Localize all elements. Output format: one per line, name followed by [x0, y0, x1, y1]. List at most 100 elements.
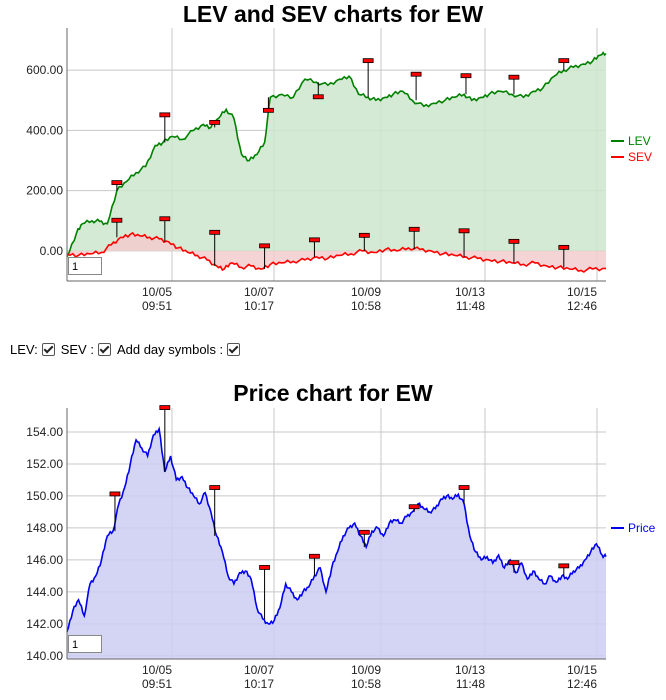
lev-x-tick-time-1: 10:17 [244, 299, 274, 313]
lev-toggle-label: LEV: [10, 342, 38, 357]
sev-toggle[interactable]: SEV : [61, 342, 114, 357]
price-day-marker-7 [458, 485, 470, 504]
price-zoom-input[interactable]: 1 [68, 635, 102, 653]
price-day-marker-flag-8 [508, 560, 520, 566]
price-day-marker-flag-7 [458, 485, 470, 490]
price-y-tick-label-7: 154.00 [26, 425, 63, 439]
lev-day-marker-flag-14 [309, 237, 320, 243]
lev-sev-area [67, 234, 606, 271]
lev-day-marker-5 [362, 58, 374, 98]
price-day-marker-flag-3 [259, 565, 270, 570]
lev-legend-label-sev: SEV [628, 150, 652, 164]
price-price-area [67, 428, 606, 659]
day-symbols-label: Add day symbols : [116, 342, 224, 357]
price-y-tick-label-4: 148.00 [26, 521, 63, 535]
price-day-marker-6 [408, 504, 420, 512]
price-x-tick-date-0: 10/05 [142, 663, 172, 677]
price-y-tick-label-1: 142.00 [26, 617, 63, 631]
lev-day-marker-flag-12 [209, 229, 221, 235]
price-price-line [66, 425, 607, 633]
lev-day-marker-12 [209, 229, 221, 266]
price-day-marker-2 [209, 485, 221, 536]
day-symbols-checkbox[interactable] [227, 343, 241, 356]
lev-day-marker-flag-19 [558, 244, 570, 250]
price-y-tick-label-0: 140.00 [26, 649, 63, 663]
price-day-marker-4 [309, 553, 320, 576]
price-x-tick-time-0: 09:51 [142, 677, 172, 691]
price-x-tick-date-1: 10/07 [244, 663, 274, 677]
lev-day-marker-0 [111, 180, 123, 191]
lev-day-marker-11 [159, 216, 171, 242]
lev-day-marker-flag-13 [259, 243, 270, 249]
lev-day-marker-7 [460, 73, 472, 95]
lev-day-marker-flag-18 [508, 238, 520, 244]
price-day-marker-flag-5 [358, 529, 370, 535]
price-y-tick-label-2: 144.00 [26, 585, 63, 599]
lev-y-tick-label-3: 600.00 [26, 63, 63, 77]
lev-x-tick-date-1: 10/07 [244, 285, 274, 299]
lev-x-tick-time-4: 12:46 [567, 299, 597, 313]
lev-day-marker-1 [159, 112, 171, 143]
price-chart-title: Price chart for EW [233, 380, 433, 406]
sev-checkbox[interactable] [97, 343, 111, 356]
lev-x-tick-date-3: 10/13 [455, 285, 485, 299]
price-day-marker-1 [159, 405, 171, 472]
lev-y-tick-label-1: 200.00 [26, 184, 63, 198]
lev-day-marker-3 [263, 97, 274, 113]
lev-day-marker-19 [558, 244, 570, 268]
lev-lev-area [67, 53, 606, 257]
price-day-marker-flag-4 [309, 553, 320, 559]
lev-day-marker-2 [209, 119, 221, 128]
price-day-marker-0 [109, 491, 121, 532]
price-day-marker-flag-2 [209, 485, 221, 490]
lev-lev-line [66, 51, 607, 258]
lev-checkbox[interactable] [41, 343, 55, 356]
lev-x-tick-date-2: 10/09 [351, 285, 381, 299]
lev-day-marker-flag-10 [111, 217, 123, 223]
lev-day-marker-flag-15 [358, 232, 370, 238]
price-y-tick-label-5: 150.00 [26, 489, 63, 503]
lev-legend-label-lev: LEV [628, 134, 651, 148]
chart-options: LEV: SEV : Add day symbols : [10, 342, 246, 357]
lev-sev-line [66, 231, 607, 273]
lev-day-marker-17 [458, 228, 470, 257]
price-day-marker-5 [358, 529, 370, 548]
lev-y-tick-label-2: 400.00 [26, 123, 63, 137]
lev-day-marker-flag-4 [312, 94, 324, 100]
lev-day-marker-flag-0 [111, 180, 123, 186]
price-y-tick-label-6: 152.00 [26, 457, 63, 471]
lev-y-tick-label-0: 0.00 [40, 244, 64, 258]
lev-day-marker-9 [558, 58, 570, 71]
lev-day-marker-13 [259, 243, 270, 269]
lev-x-tick-date-4: 10/15 [567, 285, 597, 299]
price-x-tick-time-1: 10:17 [244, 677, 274, 691]
price-legend-label-price: Price [628, 521, 656, 535]
price-x-tick-date-4: 10/15 [567, 663, 597, 677]
lev-day-marker-14 [309, 237, 320, 257]
lev-day-marker-6 [410, 71, 422, 101]
lev-day-marker-8 [508, 74, 520, 95]
lev-toggle[interactable]: LEV: [10, 342, 58, 357]
lev-zoom-input[interactable]: 1 [68, 257, 102, 275]
price-day-marker-flag-9 [558, 563, 570, 569]
price-x-tick-date-2: 10/09 [351, 663, 381, 677]
lev-x-tick-time-0: 09:51 [142, 299, 172, 313]
lev-x-tick-time-3: 11:48 [456, 299, 485, 313]
lev-x-tick-date-0: 10/05 [142, 285, 172, 299]
price-y-tick-label-3: 146.00 [26, 553, 63, 567]
price-x-tick-date-3: 10/13 [455, 663, 485, 677]
price-x-tick-time-4: 12:46 [567, 677, 597, 691]
lev-day-marker-flag-6 [410, 71, 422, 77]
lev-day-marker-4 [312, 82, 324, 100]
lev-day-marker-flag-2 [209, 119, 221, 125]
price-x-tick-time-2: 10:58 [351, 677, 381, 691]
day-symbols-toggle[interactable]: Add day symbols : [117, 342, 243, 357]
lev-day-marker-flag-16 [408, 226, 420, 232]
lev-day-marker-flag-3 [263, 107, 274, 113]
price-day-marker-flag-0 [109, 491, 121, 497]
lev-sev-chart-title: LEV and SEV charts for EW [182, 1, 484, 27]
lev-day-marker-flag-11 [159, 216, 171, 222]
price-x-tick-time-3: 11:48 [456, 677, 485, 691]
